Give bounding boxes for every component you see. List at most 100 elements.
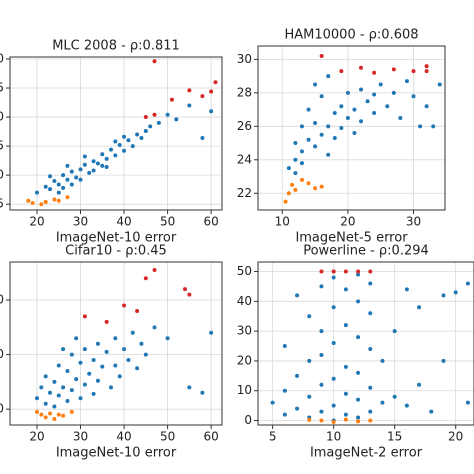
x-tick-label: 40: [116, 215, 131, 229]
point: [282, 412, 287, 417]
point: [65, 368, 70, 373]
point: [343, 391, 348, 396]
panel-title: Cifar10 - ρ:0.45: [65, 244, 167, 259]
point: [200, 390, 205, 395]
point: [122, 347, 127, 352]
y-tick-label: 0: [244, 413, 252, 427]
panel: MLC 2008 - ρ:0.811 20 30 40 50 60 35.0 32.5 30.0…: [0, 39, 223, 246]
y-tick-label: 10: [237, 383, 252, 397]
point: [56, 412, 61, 417]
panel-title: Powerline - ρ:0.294: [303, 244, 429, 259]
panel: HAM10000 - ρ:0.608 10 20 30 22 24 26 28 30 ImageN…: [237, 28, 446, 246]
point: [74, 175, 79, 180]
point: [417, 382, 422, 387]
point: [69, 352, 74, 357]
point: [100, 364, 105, 369]
point: [319, 409, 324, 414]
point: [34, 190, 39, 195]
point: [108, 147, 113, 152]
point: [65, 163, 70, 168]
point: [69, 409, 74, 414]
point: [331, 305, 336, 310]
point: [352, 107, 357, 112]
point: [319, 329, 324, 334]
axes-frame: [9, 56, 223, 211]
point: [286, 191, 291, 196]
point: [343, 269, 348, 274]
point: [411, 69, 416, 74]
point: [108, 385, 113, 390]
point: [78, 177, 83, 182]
y-tick-label: 10: [0, 402, 4, 416]
point: [441, 358, 446, 363]
y-tick-label: 20: [0, 347, 4, 361]
point: [113, 153, 118, 158]
point: [30, 201, 35, 206]
point: [187, 385, 192, 390]
point: [104, 319, 109, 324]
point: [82, 347, 87, 352]
point: [339, 126, 344, 130]
point: [95, 378, 100, 383]
point: [200, 135, 205, 140]
point: [299, 177, 304, 182]
points: [34, 268, 214, 421]
point: [368, 311, 373, 316]
point: [356, 272, 361, 277]
point: [431, 124, 436, 129]
y-tick-label: 25.0: [0, 168, 4, 182]
point: [331, 275, 336, 280]
point: [52, 379, 57, 384]
y-tick-label: 30.0: [0, 110, 4, 124]
point: [78, 396, 83, 401]
point: [122, 148, 127, 153]
y-tick-label: 30: [237, 324, 252, 338]
x-tick-label: 30: [73, 215, 88, 229]
point: [39, 385, 44, 390]
point: [48, 187, 53, 192]
points: [26, 59, 218, 207]
x-tick-label: 15: [387, 430, 402, 444]
y-tick-label: 20: [237, 353, 252, 367]
point: [307, 394, 312, 399]
point: [356, 335, 361, 340]
point: [130, 330, 135, 335]
point: [378, 82, 383, 87]
point: [293, 157, 298, 162]
x-tick-label: 20: [29, 215, 44, 229]
point: [306, 107, 311, 112]
x-tick-label: 30: [73, 430, 88, 444]
point: [139, 135, 144, 140]
point: [319, 418, 324, 423]
point: [152, 112, 157, 117]
x-tick-label: 10: [275, 215, 290, 229]
point: [299, 161, 304, 166]
point: [343, 287, 348, 292]
y-tick-label: 30: [237, 52, 252, 66]
point: [437, 82, 442, 87]
point: [52, 404, 57, 409]
point: [152, 268, 157, 273]
point: [391, 67, 396, 72]
x-tick-label: 60: [203, 215, 218, 229]
axes-frame: [257, 45, 446, 211]
point: [65, 195, 70, 200]
point: [113, 363, 118, 368]
point: [398, 115, 403, 120]
x-tick-label: 50: [160, 215, 175, 229]
point: [441, 293, 446, 298]
point: [43, 401, 48, 406]
point: [319, 284, 324, 289]
point: [286, 166, 291, 171]
point: [82, 382, 87, 387]
point: [299, 149, 304, 154]
point: [293, 141, 298, 146]
point: [313, 82, 318, 87]
x-tick-label: 5: [269, 430, 277, 444]
point: [352, 131, 357, 136]
point: [359, 119, 364, 124]
x-tick-label: 10: [326, 430, 341, 444]
points: [283, 54, 442, 204]
point: [356, 419, 361, 424]
